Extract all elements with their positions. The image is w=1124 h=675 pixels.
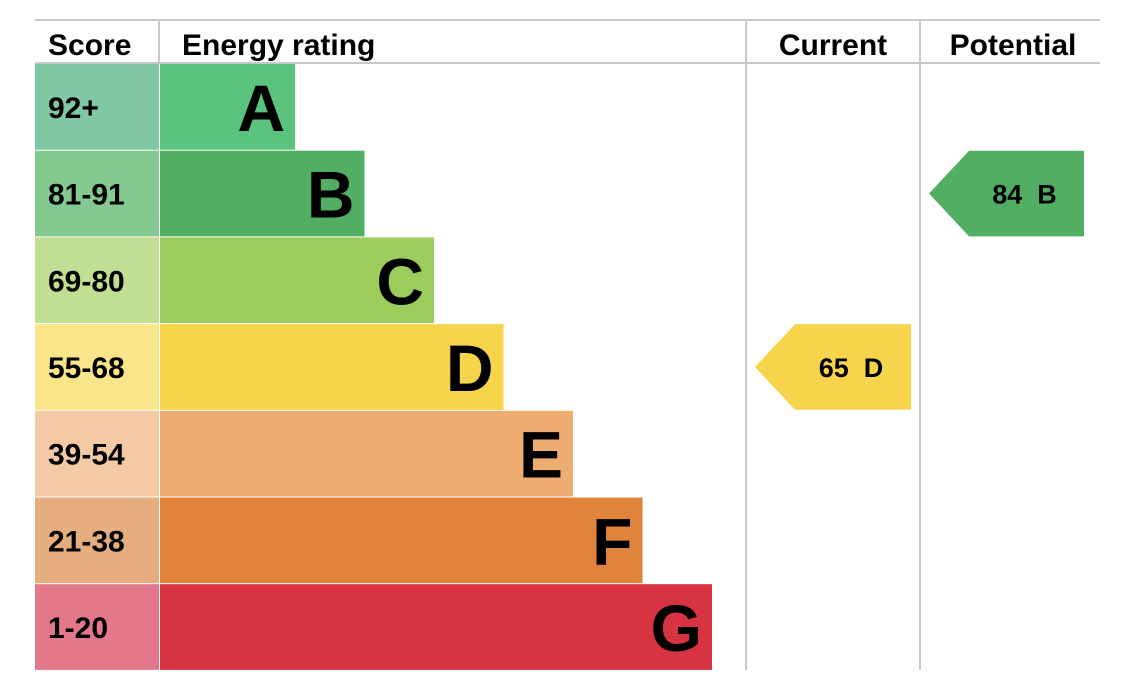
header-energy-rating: Energy rating	[182, 29, 375, 62]
score-cell-c	[35, 237, 159, 324]
score-range-e: 39-54	[48, 439, 125, 472]
rating-bar-b	[160, 150, 365, 237]
score-cell-e	[35, 410, 159, 497]
rating-letter-g: G	[651, 591, 702, 665]
potential-rating-label: 84 B	[992, 180, 1057, 210]
rating-bar-f	[160, 497, 643, 584]
current-arrow-shape	[755, 324, 911, 410]
rating-letter-b: B	[307, 158, 355, 232]
header-current: Current	[779, 29, 887, 62]
score-range-g: 1-20	[48, 612, 108, 645]
rating-letter-e: E	[519, 418, 563, 492]
rating-letter-c: C	[376, 244, 424, 318]
header-potential: Potential	[950, 29, 1077, 62]
score-cell-a	[35, 64, 159, 150]
rating-letter-d: D	[446, 331, 494, 405]
header-score: Score	[48, 29, 131, 62]
potential-rating-arrow: 84 B	[929, 150, 1084, 237]
current-rating-arrow: 65 D	[755, 324, 911, 410]
rating-bar-c	[160, 237, 434, 324]
rating-letter-f: F	[592, 504, 632, 578]
rating-bar-a	[160, 64, 295, 150]
score-cell-b	[35, 150, 159, 237]
score-range-a: 92+	[48, 92, 99, 125]
rating-bands: 92+ A 81-91 B 69-80 C 55-68 D 39-54 E 21-38 F 1-20 G	[35, 64, 712, 670]
rating-bar-e	[160, 410, 573, 497]
potential-arrow-shape	[929, 150, 1084, 237]
grid-lines	[35, 19, 1100, 670]
rating-bar-d	[160, 324, 504, 410]
current-rating-label: 65 D	[819, 353, 884, 383]
score-range-f: 21-38	[48, 525, 125, 558]
score-cell-f	[35, 497, 159, 584]
rating-bar-g	[160, 584, 712, 670]
score-cell-g	[35, 584, 159, 670]
score-range-c: 69-80	[48, 265, 125, 298]
rating-letter-a: A	[237, 71, 285, 145]
score-range-d: 55-68	[48, 352, 125, 385]
score-range-b: 81-91	[48, 179, 125, 212]
score-cell-d	[35, 324, 159, 410]
